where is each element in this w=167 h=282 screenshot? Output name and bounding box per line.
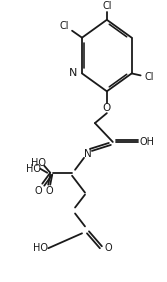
Text: N: N bbox=[84, 149, 92, 159]
Text: Cl: Cl bbox=[102, 1, 112, 11]
Text: Cl: Cl bbox=[145, 72, 154, 82]
Text: HO: HO bbox=[26, 164, 41, 174]
Text: N: N bbox=[69, 69, 77, 78]
Text: O: O bbox=[103, 103, 111, 113]
Text: O: O bbox=[104, 243, 112, 253]
Text: HO: HO bbox=[33, 243, 48, 253]
Text: HO: HO bbox=[31, 158, 46, 168]
Text: OH: OH bbox=[140, 137, 155, 147]
Text: O: O bbox=[45, 186, 53, 196]
Text: O: O bbox=[35, 186, 42, 196]
Text: Cl: Cl bbox=[59, 21, 69, 31]
